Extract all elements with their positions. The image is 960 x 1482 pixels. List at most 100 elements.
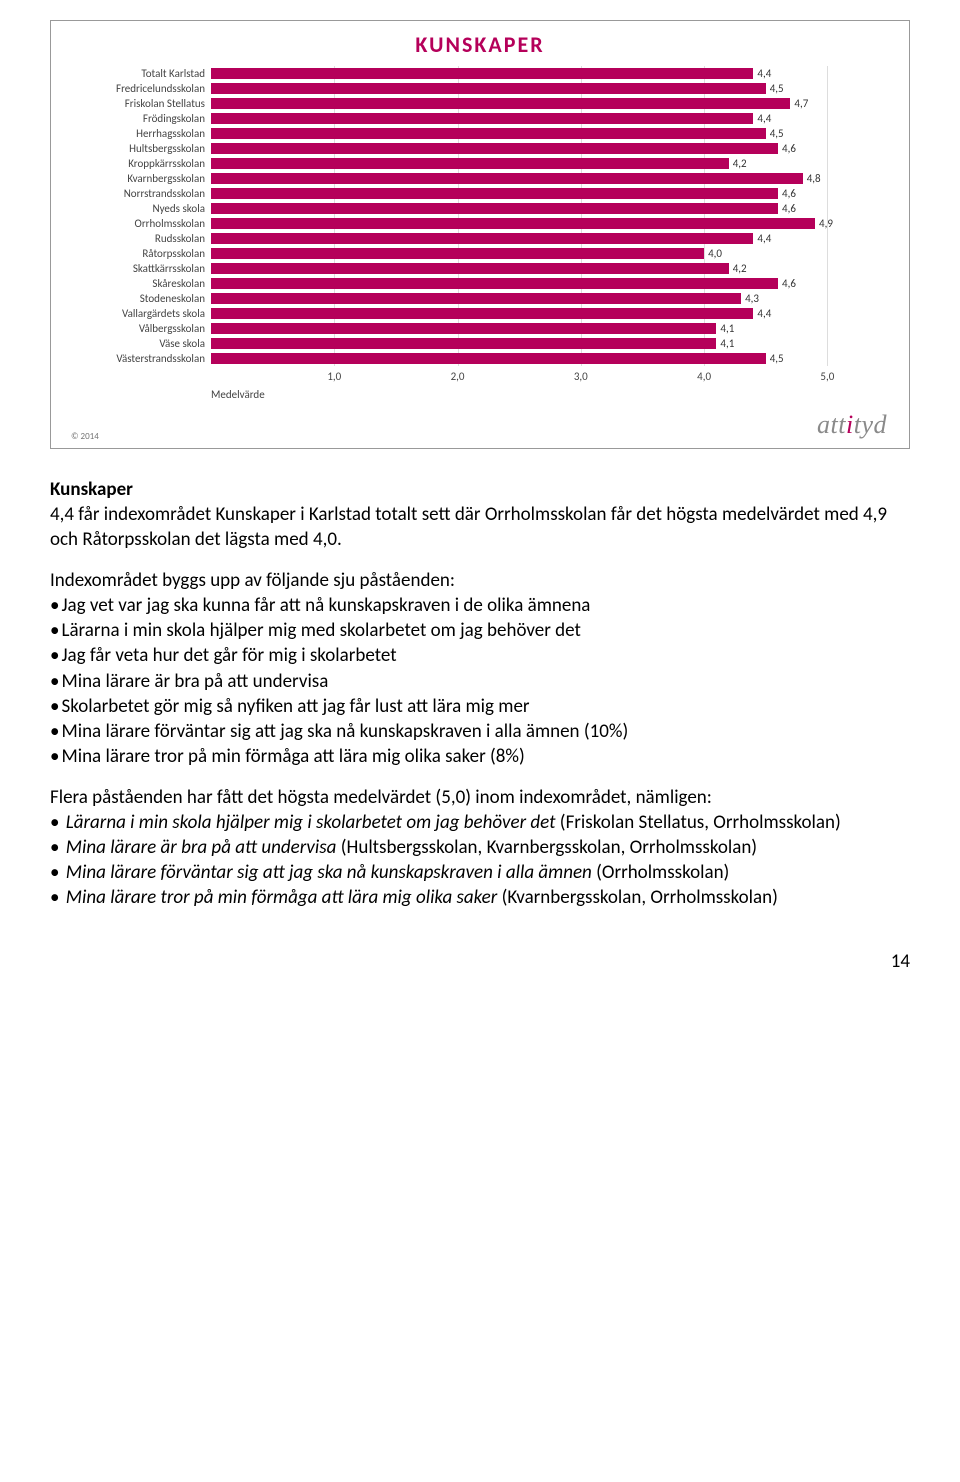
bar-value-label: 4,4	[753, 111, 771, 126]
x-axis-tick: 5,0	[820, 370, 834, 383]
bar-fill	[211, 353, 766, 364]
bar-fill	[211, 203, 778, 214]
bar-row: Orrholmsskolan 4,9	[71, 216, 889, 231]
bar-category-label: Vallargärdets skola	[71, 307, 211, 320]
bar-row: Kroppkärrsskolan 4,2	[71, 156, 889, 171]
bar-row: Skattkärrsskolan 4,2	[71, 261, 889, 276]
bar-category-label: Vålbergsskolan	[71, 322, 211, 335]
bar-fill	[211, 188, 778, 199]
bar-value-label: 4,6	[778, 186, 796, 201]
bar-fill	[211, 308, 753, 319]
bar-value-label: 4,5	[766, 126, 784, 141]
bar-fill	[211, 128, 766, 139]
bar-row: Vålbergsskolan 4,1	[71, 321, 889, 336]
bar-fill	[211, 278, 778, 289]
bar-category-label: Stodeneskolan	[71, 292, 211, 305]
results-intro: Flera påståenden har fått det högsta med…	[50, 785, 910, 810]
bar-value-label: 4,5	[766, 81, 784, 96]
x-axis: 1,0 2,0 3,0 4,0 5,0	[71, 370, 889, 384]
bar-value-label: 4,9	[815, 216, 833, 231]
bar-category-label: Norrstrandsskolan	[71, 187, 211, 200]
list-item: Mina lärare är bra på att undervisa (Hul…	[50, 835, 910, 860]
x-axis-tick: 1,0	[327, 370, 341, 383]
x-axis-tick: 4,0	[697, 370, 711, 383]
bar-row: Totalt Karlstad 4,4	[71, 66, 889, 81]
copyright: © 2014	[71, 431, 889, 442]
bar-fill	[211, 248, 704, 259]
bar-category-label: Nyeds skola	[71, 202, 211, 215]
bar-row: Vallargärdets skola 4,4	[71, 306, 889, 321]
body-text: Kunskaper 4,4 får indexområdet Kunskaper…	[50, 477, 910, 910]
list-item: Mina lärare är bra på att undervisa	[50, 669, 910, 694]
bar-row: Stodeneskolan 4,3	[71, 291, 889, 306]
list-item: Jag får veta hur det går för mig i skola…	[50, 643, 910, 668]
bar-fill	[211, 143, 778, 154]
bar-fill	[211, 98, 790, 109]
list-item: Skolarbetet gör mig så nyfiken att jag f…	[50, 694, 910, 719]
bar-row: Rudsskolan 4,4	[71, 231, 889, 246]
list-item: Lärarna i min skola hjälper mig med skol…	[50, 618, 910, 643]
x-axis-tick: 3,0	[574, 370, 588, 383]
bar-row: Nyeds skola 4,6	[71, 201, 889, 216]
list-item: Mina lärare förväntar sig att jag ska nå…	[50, 719, 910, 744]
bar-value-label: 4,4	[753, 66, 771, 81]
intro-paragraph: 4,4 får indexområdet Kunskaper i Karlsta…	[50, 502, 910, 552]
bar-value-label: 4,3	[741, 291, 759, 306]
bar-value-label: 4,1	[716, 336, 734, 351]
bar-category-label: Väse skola	[71, 337, 211, 350]
bar-value-label: 4,2	[729, 156, 747, 171]
bar-value-label: 4,8	[803, 171, 821, 186]
chart-title: KUNSKAPER	[71, 31, 889, 58]
bar-fill	[211, 173, 803, 184]
section-heading: Kunskaper	[50, 477, 910, 502]
chart-frame: KUNSKAPER Totalt Karlstad4,4Fredricelund…	[50, 20, 910, 449]
bar-fill	[211, 218, 815, 229]
bar-category-label: Orrholmsskolan	[71, 217, 211, 230]
x-axis-ticks: 1,0 2,0 3,0 4,0 5,0	[211, 370, 889, 384]
bar-category-label: Västerstrandsskolan	[71, 352, 211, 365]
bar-category-label: Herrhagsskolan	[71, 127, 211, 140]
bar-category-label: Skåreskolan	[71, 277, 211, 290]
bar-fill	[211, 113, 753, 124]
bar-row: Västerstrandsskolan4,5	[71, 351, 889, 366]
bar-value-label: 4,4	[753, 231, 771, 246]
bar-value-label: 4,1	[716, 321, 734, 336]
bar-category-label: Totalt Karlstad	[71, 67, 211, 80]
bar-fill	[211, 83, 766, 94]
bullet-intro: Indexområdet byggs upp av följande sju p…	[50, 568, 910, 593]
x-axis-label: Medelvärde	[211, 388, 265, 401]
bar-category-label: Skattkärrsskolan	[71, 262, 211, 275]
bar-value-label: 4,4	[753, 306, 771, 321]
bar-value-label: 4,6	[778, 141, 796, 156]
bar-category-label: Friskolan Stellatus	[71, 97, 211, 110]
bar-category-label: Råtorpsskolan	[71, 247, 211, 260]
list-item: Mina lärare förväntar sig att jag ska nå…	[50, 860, 910, 885]
chart-area: Totalt Karlstad4,4Fredricelundsskolan4,5…	[71, 66, 889, 366]
bar-fill	[211, 68, 753, 79]
chart-bars: Totalt Karlstad4,4Fredricelundsskolan4,5…	[71, 66, 889, 366]
bar-value-label: 4,7	[790, 96, 808, 111]
bar-category-label: Rudsskolan	[71, 232, 211, 245]
list-item: Mina lärare tror på min förmåga att lära…	[50, 885, 910, 910]
bar-fill	[211, 158, 729, 169]
bar-row: Norrstrandsskolan 4,6	[71, 186, 889, 201]
bar-category-label: Kvarnbergsskolan	[71, 172, 211, 185]
page-number: 14	[50, 950, 910, 973]
bar-category-label: Frödingskolan	[71, 112, 211, 125]
list-item: Lärarna i min skola hjälper mig i skolar…	[50, 810, 910, 835]
bar-value-label: 4,6	[778, 276, 796, 291]
bar-value-label: 4,2	[729, 261, 747, 276]
bullet-list-results: Lärarna i min skola hjälper mig i skolar…	[50, 810, 910, 910]
bar-category-label: Kroppkärrsskolan	[71, 157, 211, 170]
bar-fill	[211, 293, 741, 304]
bar-fill	[211, 323, 716, 334]
bar-fill	[211, 338, 716, 349]
bar-fill	[211, 263, 729, 274]
bar-row: Herrhagsskolan 4,5	[71, 126, 889, 141]
bar-value-label: 4,6	[778, 201, 796, 216]
x-axis-tick: 2,0	[451, 370, 465, 383]
bar-row: Hultsbergsskolan4,6	[71, 141, 889, 156]
brand-logo: attityd	[817, 410, 887, 440]
bar-row: Råtorpsskolan4,0	[71, 246, 889, 261]
bar-row: Friskolan Stellatus 4,7	[71, 96, 889, 111]
